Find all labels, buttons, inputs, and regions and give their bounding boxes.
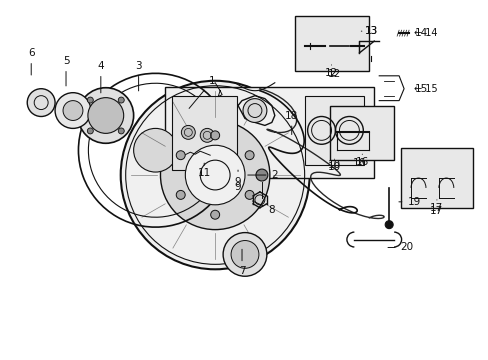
Circle shape (87, 128, 93, 134)
Text: 7: 7 (238, 249, 245, 276)
Circle shape (210, 131, 219, 140)
Text: 10: 10 (327, 160, 340, 170)
Circle shape (176, 190, 185, 199)
Text: 13: 13 (361, 26, 377, 36)
Circle shape (55, 93, 91, 129)
Circle shape (78, 88, 133, 143)
Circle shape (63, 100, 83, 121)
Circle shape (185, 145, 244, 205)
Text: 12: 12 (327, 69, 341, 79)
Bar (165, 87, 373, 178)
Circle shape (181, 125, 195, 139)
Circle shape (385, 221, 392, 229)
Text: 18: 18 (285, 111, 298, 135)
Text: 5: 5 (62, 56, 69, 86)
Circle shape (27, 89, 55, 117)
Bar (294, 16, 368, 71)
Text: 16: 16 (352, 158, 365, 168)
Text: 17: 17 (429, 206, 443, 216)
Circle shape (133, 129, 177, 172)
Text: 20: 20 (387, 243, 413, 252)
Circle shape (118, 97, 124, 103)
Circle shape (231, 240, 258, 268)
Circle shape (160, 121, 269, 230)
Text: 12: 12 (324, 65, 337, 78)
Text: 8: 8 (252, 201, 275, 215)
Bar (304, 96, 364, 165)
Circle shape (243, 99, 266, 122)
Text: 6: 6 (28, 48, 35, 75)
Text: 14: 14 (413, 28, 427, 38)
Circle shape (118, 128, 124, 134)
Text: 3: 3 (135, 61, 142, 91)
Circle shape (176, 151, 185, 159)
Circle shape (244, 151, 254, 159)
Text: 9: 9 (234, 182, 241, 192)
Circle shape (255, 169, 267, 181)
Circle shape (88, 98, 123, 133)
Bar (172, 96, 237, 170)
Circle shape (87, 97, 93, 103)
Text: 11: 11 (197, 163, 210, 178)
Circle shape (223, 233, 266, 276)
Text: 1: 1 (189, 76, 215, 108)
Text: ← 14: ← 14 (413, 28, 437, 38)
Circle shape (210, 210, 219, 219)
Text: 17: 17 (429, 200, 443, 213)
Text: 15: 15 (413, 84, 427, 94)
Text: 13: 13 (364, 26, 377, 36)
Text: 9: 9 (234, 170, 241, 187)
Text: 10: 10 (327, 159, 340, 172)
Bar (329, 105, 393, 160)
Bar (400, 148, 472, 208)
Text: 19: 19 (398, 197, 420, 207)
Text: 16: 16 (355, 154, 368, 167)
Text: 2: 2 (247, 170, 278, 180)
Circle shape (200, 129, 214, 142)
Circle shape (244, 190, 254, 199)
Circle shape (121, 81, 309, 269)
Text: ← 15: ← 15 (413, 84, 437, 94)
Text: 4: 4 (97, 61, 104, 93)
